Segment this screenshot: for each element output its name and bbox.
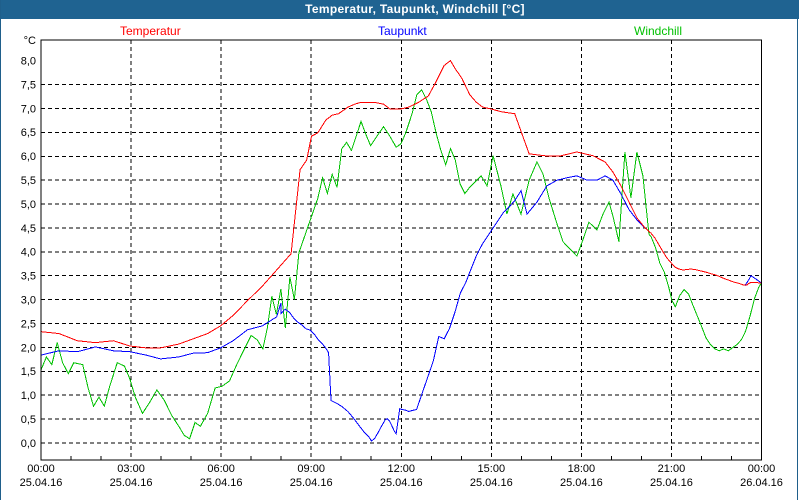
svg-text:4,0: 4,0 [21,247,36,259]
svg-text:6,5: 6,5 [21,127,36,139]
svg-text:0,0: 0,0 [21,438,36,450]
svg-text:3,0: 3,0 [21,295,36,307]
svg-text:4,5: 4,5 [21,223,36,235]
svg-text:21:00: 21:00 [658,463,686,475]
svg-text:°C: °C [24,35,36,47]
svg-text:00:00: 00:00 [748,463,776,475]
svg-text:25.04.16: 25.04.16 [470,477,513,489]
svg-text:26.04.16: 26.04.16 [740,477,783,489]
svg-text:7,5: 7,5 [21,79,36,91]
svg-text:25.04.16: 25.04.16 [290,477,333,489]
svg-text:7,0: 7,0 [21,103,36,115]
svg-text:0,5: 0,5 [21,414,36,426]
svg-text:15:00: 15:00 [478,463,506,475]
svg-text:12:00: 12:00 [387,463,415,475]
svg-text:25.04.16: 25.04.16 [380,477,423,489]
svg-text:25.04.16: 25.04.16 [560,477,603,489]
svg-text:06:00: 06:00 [207,463,235,475]
svg-text:6,0: 6,0 [21,151,36,163]
svg-text:1,0: 1,0 [21,390,36,402]
svg-text:25.04.16: 25.04.16 [110,477,153,489]
svg-text:25.04.16: 25.04.16 [20,477,63,489]
svg-text:5,0: 5,0 [21,199,36,211]
svg-text:03:00: 03:00 [117,463,145,475]
svg-text:8,0: 8,0 [21,56,36,68]
svg-text:25.04.16: 25.04.16 [650,477,693,489]
svg-text:2,5: 2,5 [21,318,36,330]
svg-text:5,5: 5,5 [21,175,36,187]
svg-text:3,5: 3,5 [21,271,36,283]
svg-text:1,5: 1,5 [21,366,36,378]
svg-text:09:00: 09:00 [297,463,325,475]
svg-text:00:00: 00:00 [27,463,55,475]
svg-text:2,0: 2,0 [21,342,36,354]
svg-text:18:00: 18:00 [568,463,596,475]
svg-text:25.04.16: 25.04.16 [200,477,243,489]
